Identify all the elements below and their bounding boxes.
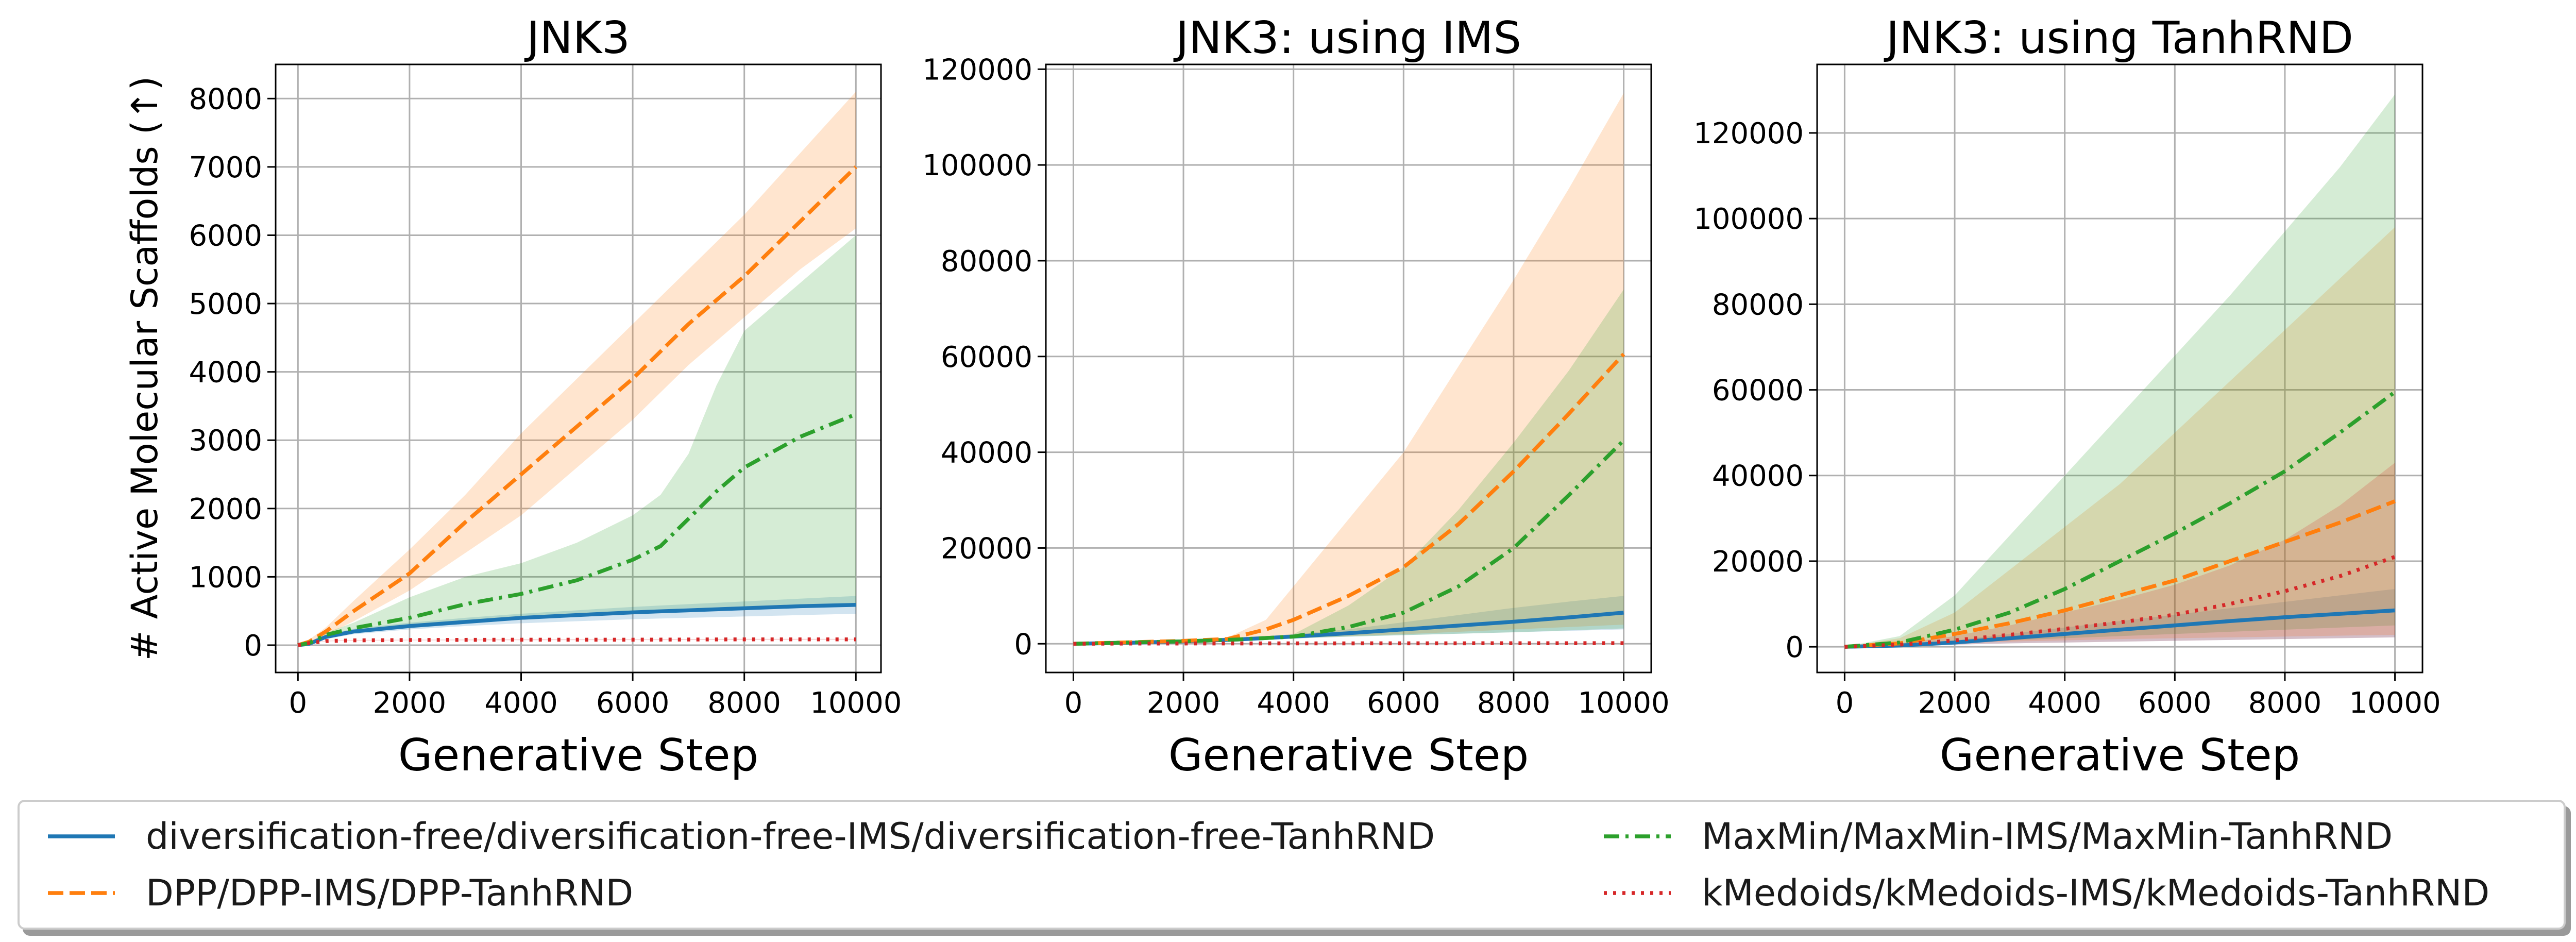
y-tick-label: 80000 [941, 245, 1032, 278]
x-axis-label: Generative Step [1168, 730, 1529, 781]
y-tick-label: 100000 [922, 149, 1032, 182]
y-tick-label: 3000 [189, 424, 262, 458]
band-kmedoids [1073, 643, 1624, 644]
plot-area [1844, 94, 2396, 649]
legend-line-kmedoids [1604, 891, 1671, 895]
x-tick-label: 10000 [810, 686, 902, 720]
y-axis-label: # Active Molecular Scaffolds (↑) [124, 76, 166, 661]
band-dpp [1073, 93, 1624, 644]
series-line-dpp [297, 165, 857, 647]
y-tick-label: 8000 [189, 82, 262, 116]
y-tick-label: 0 [244, 629, 262, 663]
legend-label-kmedoids: kMedoids/kMedoids-IMS/kMedoids-TanhRND [1702, 872, 2490, 914]
series-line-diversification-free [1844, 608, 2395, 649]
legend-label-dpp: DPP/DPP-IMS/DPP-TanhRND [146, 872, 634, 914]
y-tick-label: 60000 [1712, 374, 1804, 408]
panel-title: JNK3: using IMS [1173, 12, 1521, 64]
axes-frame [275, 63, 882, 674]
x-tick-label: 2000 [1147, 686, 1221, 720]
series-line-maxmin [297, 412, 857, 647]
y-tick-label: 60000 [941, 341, 1032, 374]
y-tick-label: 5000 [189, 288, 262, 321]
y-tick-label: 20000 [1712, 545, 1804, 579]
legend-item-kmedoids: kMedoids/kMedoids-IMS/kMedoids-TanhRND [1604, 865, 2489, 921]
series-line-maxmin [1073, 439, 1625, 646]
band-kmedoids [1844, 462, 2395, 647]
series-line-diversification-free [297, 602, 856, 647]
y-tick-label: 20000 [941, 532, 1032, 565]
legend-label-diversification-free: diversification-free/diversification-fre… [146, 815, 1435, 857]
x-tick-label: 2000 [1918, 686, 1992, 720]
band-maxmin [298, 235, 856, 645]
plot-area [1073, 93, 1625, 646]
x-tick-label: 8000 [2248, 686, 2322, 720]
x-tick-label: 0 [289, 686, 307, 720]
y-tick-label: 7000 [189, 151, 262, 184]
x-tick-label: 6000 [2138, 686, 2212, 720]
y-tick-label: 100000 [1693, 203, 1804, 236]
x-tick-label: 4000 [1257, 686, 1330, 720]
x-tick-label: 4000 [484, 686, 558, 720]
legend-item-diversification-free: diversification-free/diversification-fre… [48, 808, 1435, 865]
y-tick-label: 40000 [1712, 460, 1804, 493]
series-line-maxmin [1844, 390, 2396, 649]
y-tick-label: 80000 [1712, 288, 1804, 322]
y-tick-label: 0 [1785, 631, 1804, 664]
panel-2: 0 2000 4000 6000 8000 10000020000400006000080… [922, 12, 1669, 781]
series-line-dpp [1844, 499, 2396, 649]
y-tick-label: 4000 [189, 356, 262, 390]
y-tick-label: 1000 [189, 561, 262, 594]
x-tick-label: 8000 [1477, 686, 1551, 720]
y-tick-label: 120000 [922, 53, 1032, 87]
y-tick-label: 2000 [189, 493, 262, 526]
x-tick-label: 10000 [1578, 686, 1670, 720]
y-tick-label: 40000 [941, 436, 1032, 470]
band-maxmin [1844, 94, 2395, 647]
band-maxmin [1073, 289, 1624, 644]
legend-label-maxmin: MaxMin/MaxMin-IMS/MaxMin-TanhRND [1702, 815, 2393, 857]
axes-frame [1816, 63, 2424, 674]
x-tick-label: 2000 [373, 686, 447, 720]
series-line-kmedoids [297, 637, 856, 647]
panel-title: JNK3: using TanhRND [1884, 12, 2353, 64]
plot-area [297, 92, 857, 647]
x-tick-label: 4000 [2028, 686, 2102, 720]
x-axis-label: Generative Step [1940, 730, 2300, 781]
legend-item-maxmin: MaxMin/MaxMin-IMS/MaxMin-TanhRND [1604, 808, 2393, 865]
x-axis-label: Generative Step [398, 730, 759, 781]
band-diversification-free [1844, 588, 2395, 647]
panel-title: JNK3 [524, 12, 630, 64]
x-tick-label: 8000 [707, 686, 781, 720]
x-tick-label: 10000 [2349, 686, 2441, 720]
axes-frame [1045, 63, 1652, 674]
legend-line-maxmin [1604, 834, 1671, 838]
panel-1: 0 2000 4000 6000 8000 10000 0 1000 2000 3000 4000 5… [124, 12, 902, 781]
band-dpp [1844, 227, 2395, 647]
legend-item-dpp: DPP/DPP-IMS/DPP-TanhRND [48, 865, 633, 921]
x-tick-label: 0 [1064, 686, 1083, 720]
legend: diversification-free/diversification-fre… [18, 800, 2566, 930]
x-tick-label: 6000 [1367, 686, 1440, 720]
y-tick-label: 0 [1014, 628, 1032, 661]
panel-3: 0 2000 4000 6000 8000 10000020000400006000080… [1693, 12, 2441, 781]
legend-line-dpp [48, 891, 115, 895]
y-tick-label: 6000 [189, 219, 262, 253]
y-tick-label: 120000 [1693, 117, 1804, 150]
band-diversification-free [1073, 596, 1624, 644]
legend-line-diversification-free [48, 834, 115, 838]
x-tick-label: 6000 [596, 686, 670, 720]
x-tick-label: 0 [1836, 686, 1854, 720]
